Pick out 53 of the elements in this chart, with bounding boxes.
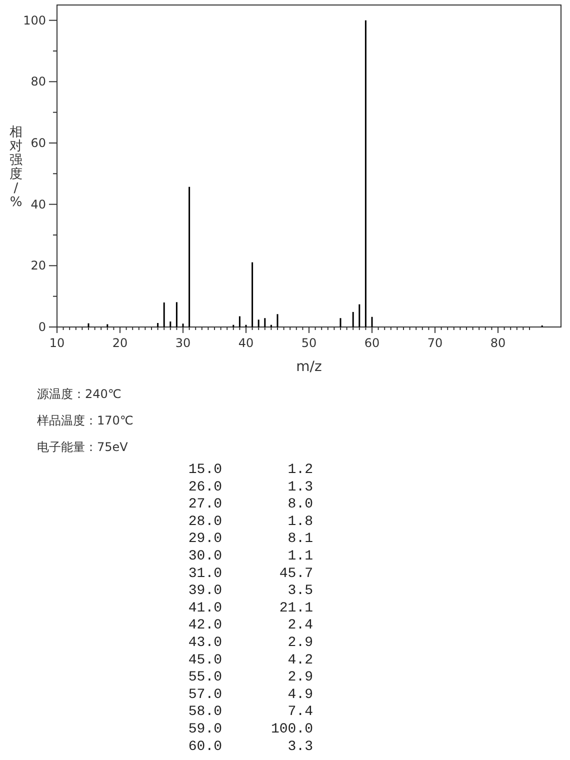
y-tick-label: 60: [30, 136, 46, 150]
text: 8.1: [288, 531, 313, 548]
category-label: 42.0: [188, 618, 222, 634]
text: 4.2: [288, 652, 313, 668]
text: 8.0: [288, 496, 313, 513]
x-tick-label: 50: [301, 336, 317, 350]
y-tick-label: 80: [30, 74, 46, 89]
category-label: 39.0: [188, 583, 222, 600]
text: 45.7: [279, 566, 313, 582]
category-label: 60.0: [188, 738, 222, 755]
text: 1.2: [288, 462, 313, 478]
x-tick-label: 60: [364, 336, 380, 350]
y-axis-title: 相对强度/%: [10, 125, 22, 210]
text: 3.5: [288, 583, 313, 600]
x-tick-label: 20: [112, 336, 128, 350]
y-tick-label: 0: [38, 320, 46, 334]
text: 2.9: [288, 670, 313, 686]
y-tick-label: 20: [30, 258, 46, 273]
x-axis-title: m/z: [296, 359, 322, 375]
text: 源温度：240℃: [37, 387, 122, 401]
text: 1.8: [288, 514, 313, 530]
text: 100.0: [270, 722, 313, 738]
text: 2.9: [288, 635, 313, 651]
category-label: 55.0: [188, 670, 222, 686]
text: 21.1: [279, 600, 313, 616]
text: 3.3: [288, 738, 313, 755]
x-tick-label: 10: [49, 336, 65, 350]
category-label: 30.0: [188, 548, 222, 564]
text: 2.4: [288, 618, 313, 634]
text: 7.4: [288, 704, 313, 720]
category-label: 59.0: [188, 722, 222, 738]
category-label: 58.0: [188, 704, 222, 720]
text: 样品温度：170℃: [37, 414, 134, 428]
x-tick-label: 40: [238, 336, 254, 350]
x-tick-label: 70: [427, 336, 443, 350]
category-label: 29.0: [188, 531, 222, 548]
category-label: 31.0: [188, 566, 222, 582]
category-label: 45.0: [188, 652, 222, 668]
category-label: 15.0: [188, 462, 222, 478]
x-tick-label: 30: [175, 336, 191, 350]
category-label: 57.0: [188, 686, 222, 703]
y-tick-label: 100: [23, 13, 46, 28]
category-label: 28.0: [188, 514, 222, 530]
category-label: 27.0: [188, 496, 222, 513]
category-label: 43.0: [188, 635, 222, 651]
category-label: 41.0: [188, 600, 222, 616]
text: 1.3: [288, 479, 313, 496]
text: 4.9: [288, 686, 313, 703]
text: 1.1: [288, 548, 313, 564]
x-tick-label: 80: [490, 336, 506, 350]
y-tick-label: 40: [30, 197, 46, 212]
category-label: 26.0: [188, 479, 222, 496]
text: 电子能量：75eV: [37, 440, 129, 454]
